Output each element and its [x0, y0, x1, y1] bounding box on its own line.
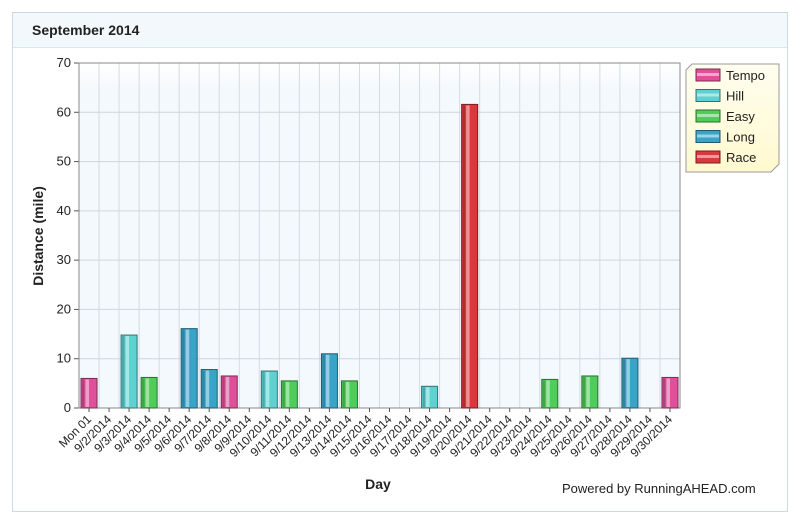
bar-long	[180, 328, 198, 409]
x-axis-label: Day	[365, 476, 391, 492]
bar-easy	[541, 378, 559, 409]
bar-race	[461, 103, 479, 409]
y-tick-label: 60	[57, 104, 71, 119]
y-tick-label: 40	[57, 203, 71, 218]
bar-tempo	[661, 376, 679, 409]
y-tick-label: 50	[57, 154, 71, 169]
plot-border	[78, 62, 681, 409]
panel-title: September 2014	[32, 22, 140, 38]
bar-easy	[340, 380, 358, 409]
bar-tempo	[220, 375, 238, 409]
legend-item-tempo: Tempo	[695, 68, 765, 83]
y-axis-label: Distance (mile)	[30, 186, 46, 286]
legend-label: Hill	[726, 89, 744, 104]
y-tick-label: 10	[57, 351, 71, 366]
bar-long	[200, 369, 218, 409]
legend-item-easy: Easy	[695, 109, 755, 124]
bar-easy	[140, 376, 158, 409]
y-tick-label: 20	[57, 301, 71, 316]
legend: Tempo Hill Easy Long Race	[685, 63, 780, 173]
bar-hill	[260, 370, 278, 409]
bar-tempo	[80, 377, 98, 409]
y-tick-label: 30	[57, 252, 71, 267]
bar-hill	[421, 385, 439, 409]
legend-label: Race	[726, 150, 756, 165]
powered-by-link[interactable]: Powered by RunningAHEAD.com	[562, 481, 756, 496]
bar-easy	[581, 375, 599, 409]
legend-item-hill: Hill	[695, 89, 744, 104]
legend-label: Long	[726, 130, 755, 145]
bar-hill	[120, 334, 138, 409]
panel-header: September 2014	[13, 13, 787, 48]
bar-easy	[280, 380, 298, 409]
legend-label: Tempo	[726, 68, 765, 83]
bar-long	[621, 357, 639, 409]
y-tick-label: 0	[64, 400, 71, 415]
legend-item-race: Race	[695, 150, 756, 165]
legend-item-long: Long	[695, 130, 755, 145]
legend-label: Easy	[726, 109, 755, 124]
y-tick-label: 70	[57, 55, 71, 70]
bar-long	[320, 353, 338, 409]
